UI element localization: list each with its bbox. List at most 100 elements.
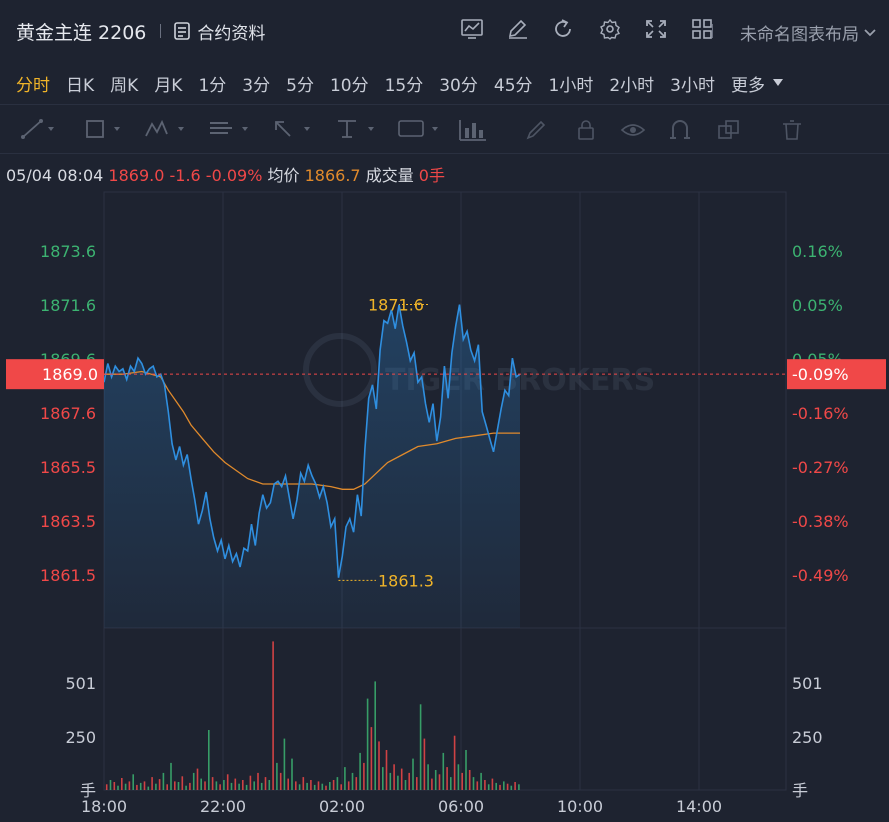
tab-30min[interactable]: 30分: [439, 75, 478, 96]
volume-bar: [113, 782, 116, 790]
tab-daily[interactable]: 日K: [66, 75, 95, 96]
brush-tool-icon[interactable]: [524, 118, 548, 142]
volume-bar: [291, 758, 293, 790]
volume-bar: [408, 772, 410, 790]
volume-bar: [329, 782, 331, 790]
volume-bar: [230, 782, 233, 790]
average-price-line: [104, 370, 520, 490]
layout-selector[interactable]: 未命名图表布局: [740, 20, 877, 45]
volume-bar: [238, 783, 240, 790]
volume-bar: [181, 776, 184, 790]
time-axis-labels: 18:00 22:00 02:00 06:00 10:00 14:00: [81, 797, 722, 816]
fullscreen-icon[interactable]: [644, 17, 668, 41]
volume-bar: [476, 781, 479, 790]
chart-icon[interactable]: [460, 17, 484, 41]
tab-15min[interactable]: 15分: [384, 75, 424, 96]
volume-bar: [514, 782, 516, 790]
volume-bar: [105, 784, 108, 790]
quote-change: -1.6: [169, 166, 201, 185]
volume-bar: [302, 777, 305, 790]
refresh-icon[interactable]: [552, 17, 576, 41]
toolbar-divider: [712, 24, 713, 38]
tab-intraday[interactable]: 分时: [16, 75, 50, 96]
tab-5min[interactable]: 5分: [286, 75, 314, 96]
time-tick-label: 02:00: [319, 797, 365, 816]
volume-bar: [185, 785, 187, 790]
pattern-tool-icon[interactable]: [144, 118, 188, 140]
volume-bar: [427, 764, 429, 790]
gear-icon[interactable]: [598, 17, 622, 41]
tab-weekly[interactable]: 周K: [110, 75, 139, 96]
volume-bar: [423, 738, 426, 790]
volume-bar: [450, 777, 452, 790]
measure-tool-icon[interactable]: [336, 118, 380, 140]
tab-3min[interactable]: 3分: [242, 75, 271, 96]
time-tick-label: 18:00: [81, 797, 127, 816]
volume-bar: [128, 781, 131, 790]
volume-bar: [306, 782, 308, 790]
current-pct-tag-text: -0.09%: [792, 365, 849, 384]
eye-icon[interactable]: [620, 118, 646, 142]
lock-icon[interactable]: [574, 118, 598, 142]
volume-bar: [242, 780, 244, 790]
rectangle-tool-icon[interactable]: [84, 118, 124, 140]
volume-bar: [510, 785, 513, 790]
tab-45min[interactable]: 45分: [493, 75, 533, 96]
percent-tick-label: -0.38%: [792, 512, 849, 531]
volume-bar: [287, 778, 289, 790]
edit-icon[interactable]: [506, 17, 530, 41]
contract-info-button[interactable]: 合约资料: [173, 19, 265, 44]
volume-bar: [215, 781, 218, 790]
price-label-tool-icon[interactable]: [398, 118, 442, 140]
quote-price: 1869.0: [108, 166, 165, 185]
tab-1hour[interactable]: 1小时: [548, 75, 594, 96]
volume-bar: [416, 777, 418, 790]
tab-3hour[interactable]: 3小时: [670, 75, 715, 96]
tab-1min[interactable]: 1分: [198, 75, 227, 96]
time-tick-label: 22:00: [200, 797, 246, 816]
volume-bar: [389, 772, 392, 790]
copy-icon[interactable]: [716, 118, 742, 142]
price-tick-label: 1865.5: [40, 458, 96, 477]
volume-bar: [344, 767, 346, 790]
volume-bar: [487, 784, 490, 790]
current-price-tags: 1869.0 -0.09%: [6, 359, 886, 390]
volume-value: 0手: [418, 166, 445, 185]
price-tick-label: 1873.6: [40, 242, 96, 261]
watermark-text: TIGER BROKERS: [385, 363, 655, 398]
trash-icon[interactable]: [780, 118, 804, 142]
tab-10min[interactable]: 10分: [329, 75, 369, 96]
bar-pattern-tool-icon[interactable]: [458, 118, 488, 142]
instrument-title[interactable]: 黄金主连 2206: [16, 21, 147, 44]
volume-bar: [355, 777, 358, 790]
period-tabs: 分时 日K 周K 月K 1分 3分 5分 10分 15分 30分 45分 1小时…: [0, 62, 799, 104]
quote-datetime: 05/04 08:04: [6, 166, 104, 185]
chevron-down-icon: [864, 28, 876, 36]
volume-bar: [272, 641, 274, 790]
magnet-icon[interactable]: [668, 118, 692, 142]
volume-bar: [351, 772, 354, 790]
tab-more[interactable]: 更多: [731, 71, 783, 96]
tab-2hour[interactable]: 2小时: [609, 75, 655, 96]
volume-bar: [124, 783, 127, 790]
volume-bar: [332, 780, 335, 790]
avg-price-value: 1866.7: [304, 166, 361, 185]
volume-bar: [340, 784, 342, 790]
volume-bar: [461, 772, 463, 790]
text-tool-icon[interactable]: [208, 118, 252, 140]
arrow-tool-icon[interactable]: [272, 118, 316, 140]
volume-bar: [412, 758, 414, 790]
volume-bar: [382, 767, 384, 790]
tab-monthly[interactable]: 月K: [154, 75, 183, 96]
volume-bar: [359, 752, 361, 790]
volume-bar: [226, 774, 229, 790]
trendline-tool-icon[interactable]: [20, 118, 56, 140]
price-tick-label: 1871.6: [40, 296, 96, 315]
percent-tick-label: -0.27%: [792, 458, 849, 477]
volume-axis-labels: 501 501 250 250 手 手: [65, 674, 822, 800]
percent-tick-label: 0.16%: [792, 242, 843, 261]
grid-layout-icon[interactable]: [690, 17, 714, 41]
low-price-label: 1861.3: [378, 571, 434, 590]
percent-axis-labels: 0.16%0.05%0.05%-0.16%-0.27%-0.38%-0.49%: [792, 242, 849, 585]
